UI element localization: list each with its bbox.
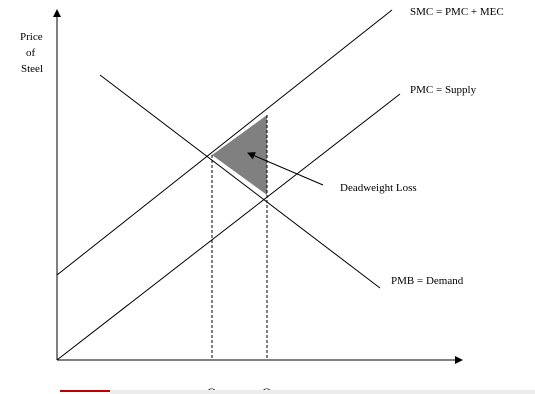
y-axis-label-line2: of	[26, 47, 36, 59]
y-axis-label: Price of Steel	[20, 31, 45, 75]
y-axis-label-line1: Price	[20, 31, 43, 43]
pmc-label: PMC = Supply	[410, 84, 477, 96]
deadweight-loss-label: Deadweight Loss	[340, 182, 417, 194]
deadweight-loss-area	[212, 115, 267, 195]
q1-label: Q₁	[207, 385, 221, 394]
q2-label: Q₂	[262, 385, 276, 394]
smc-label: SMC = PMC + MEC	[410, 6, 504, 18]
pmb-label: PMB = Demand	[391, 275, 464, 287]
bottom-strip	[110, 390, 535, 394]
deadweight-pointer-arrow	[247, 152, 324, 186]
smc-curve	[56, 9, 393, 276]
y-axis-label-line3: Steel	[21, 63, 43, 75]
pmb-demand-curve	[99, 74, 381, 289]
pmc-supply-curve	[56, 93, 401, 361]
